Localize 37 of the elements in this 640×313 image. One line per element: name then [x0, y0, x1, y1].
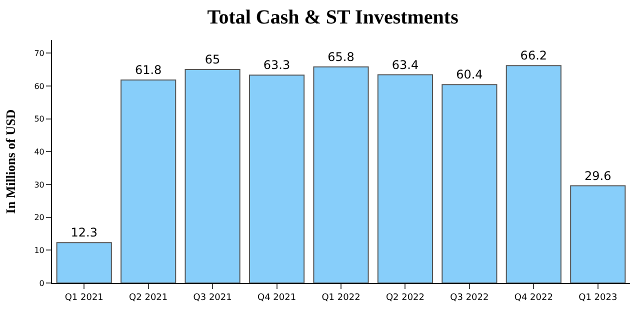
- y-axis-title: In Millions of USD: [3, 109, 18, 214]
- y-tick-label: 50: [34, 114, 44, 124]
- x-tick-label: Q3 2022: [450, 292, 489, 303]
- data-label: 61.8: [134, 63, 162, 78]
- x-tick-label: Q1 2021: [64, 292, 104, 303]
- y-tick-label: 40: [34, 147, 44, 156]
- x-tick-label: Q2 2021: [129, 292, 168, 303]
- y-tick-label: 70: [34, 48, 44, 58]
- x-tick-label: Q4 2021: [257, 292, 296, 303]
- y-tick-label: 0: [39, 278, 44, 288]
- x-tick-label: Q3 2021: [193, 292, 232, 303]
- x-tick-label: Q1 2022: [322, 292, 360, 303]
- data-label: 60.4: [456, 68, 483, 82]
- y-tick-label: 10: [34, 246, 44, 255]
- data-label: 12.3: [70, 226, 98, 240]
- bar: [442, 84, 498, 283]
- data-label: 65.8: [328, 50, 354, 64]
- x-tick-label: Q1 2023: [578, 292, 618, 303]
- chart-title: Total Cash & ST Investments: [207, 6, 459, 28]
- x-tick-label: Q4 2022: [514, 292, 553, 303]
- bar: [248, 74, 305, 283]
- bar: [570, 185, 626, 283]
- y-tick-label: 20: [34, 213, 44, 222]
- bar: [377, 74, 434, 283]
- bar: [313, 66, 369, 283]
- bar: [184, 69, 240, 283]
- data-label: 63.3: [263, 58, 290, 72]
- data-label: 65: [204, 52, 220, 67]
- x-tick-label: Q2 2022: [386, 292, 425, 303]
- y-tick-label: 60: [34, 82, 44, 91]
- data-label: 66.2: [520, 48, 548, 63]
- bar: [56, 242, 112, 283]
- data-label: 63.4: [392, 58, 419, 72]
- data-label: 29.6: [584, 168, 612, 183]
- bar: [506, 65, 562, 283]
- y-tick-label: 30: [34, 180, 44, 190]
- bar: [120, 80, 176, 283]
